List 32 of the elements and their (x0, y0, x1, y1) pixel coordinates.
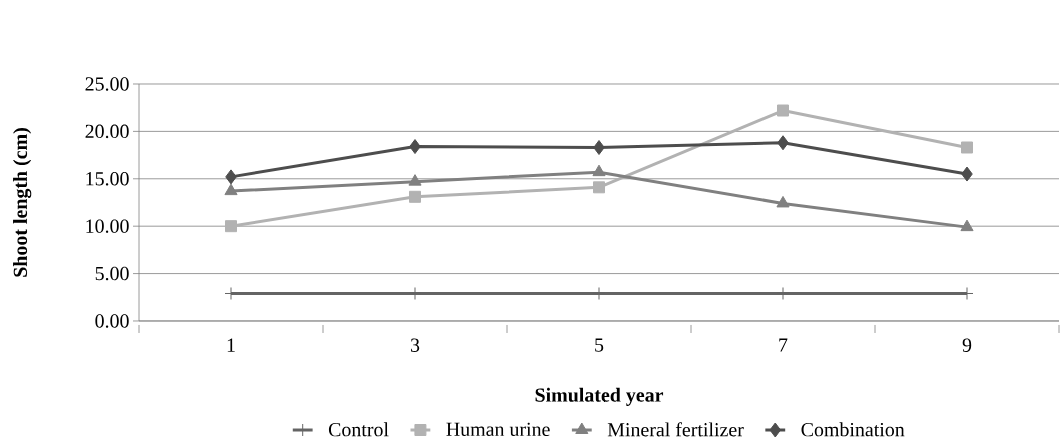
point (408, 174, 422, 186)
point (777, 135, 789, 151)
point (593, 140, 605, 155)
point (592, 164, 606, 177)
point (225, 169, 237, 185)
point (776, 195, 790, 208)
point (593, 181, 606, 194)
x-tick-label: 9 (962, 338, 972, 352)
point (777, 104, 790, 117)
y-tick-label: 0.00 (95, 314, 129, 328)
legend-label: Mineral fertilizer (607, 422, 744, 437)
legend-label: Combination (801, 422, 905, 437)
point (960, 219, 974, 232)
legend-label: Human urine (446, 422, 550, 437)
point (961, 166, 973, 182)
point (961, 141, 974, 154)
y-tick-label: 15.00 (86, 172, 129, 186)
x-tick-label: 5 (595, 338, 604, 352)
y-tick-label: 20.00 (85, 124, 129, 139)
x-axis-title: Simulated year (535, 387, 664, 406)
y-tick-label: 10.00 (86, 219, 129, 233)
x-tick-label: 3 (410, 338, 420, 352)
legend-label: Control (328, 422, 389, 437)
point (225, 220, 238, 233)
x-tick-label: 1 (227, 338, 235, 352)
y-axis-title: Shoot length (cm) (13, 128, 32, 277)
point (224, 183, 238, 196)
y-tick-label: 25.00 (85, 77, 129, 91)
point (409, 190, 422, 203)
x-tick-label: 7 (779, 338, 788, 352)
y-tick-label: 5.00 (95, 266, 129, 281)
point (409, 139, 421, 155)
